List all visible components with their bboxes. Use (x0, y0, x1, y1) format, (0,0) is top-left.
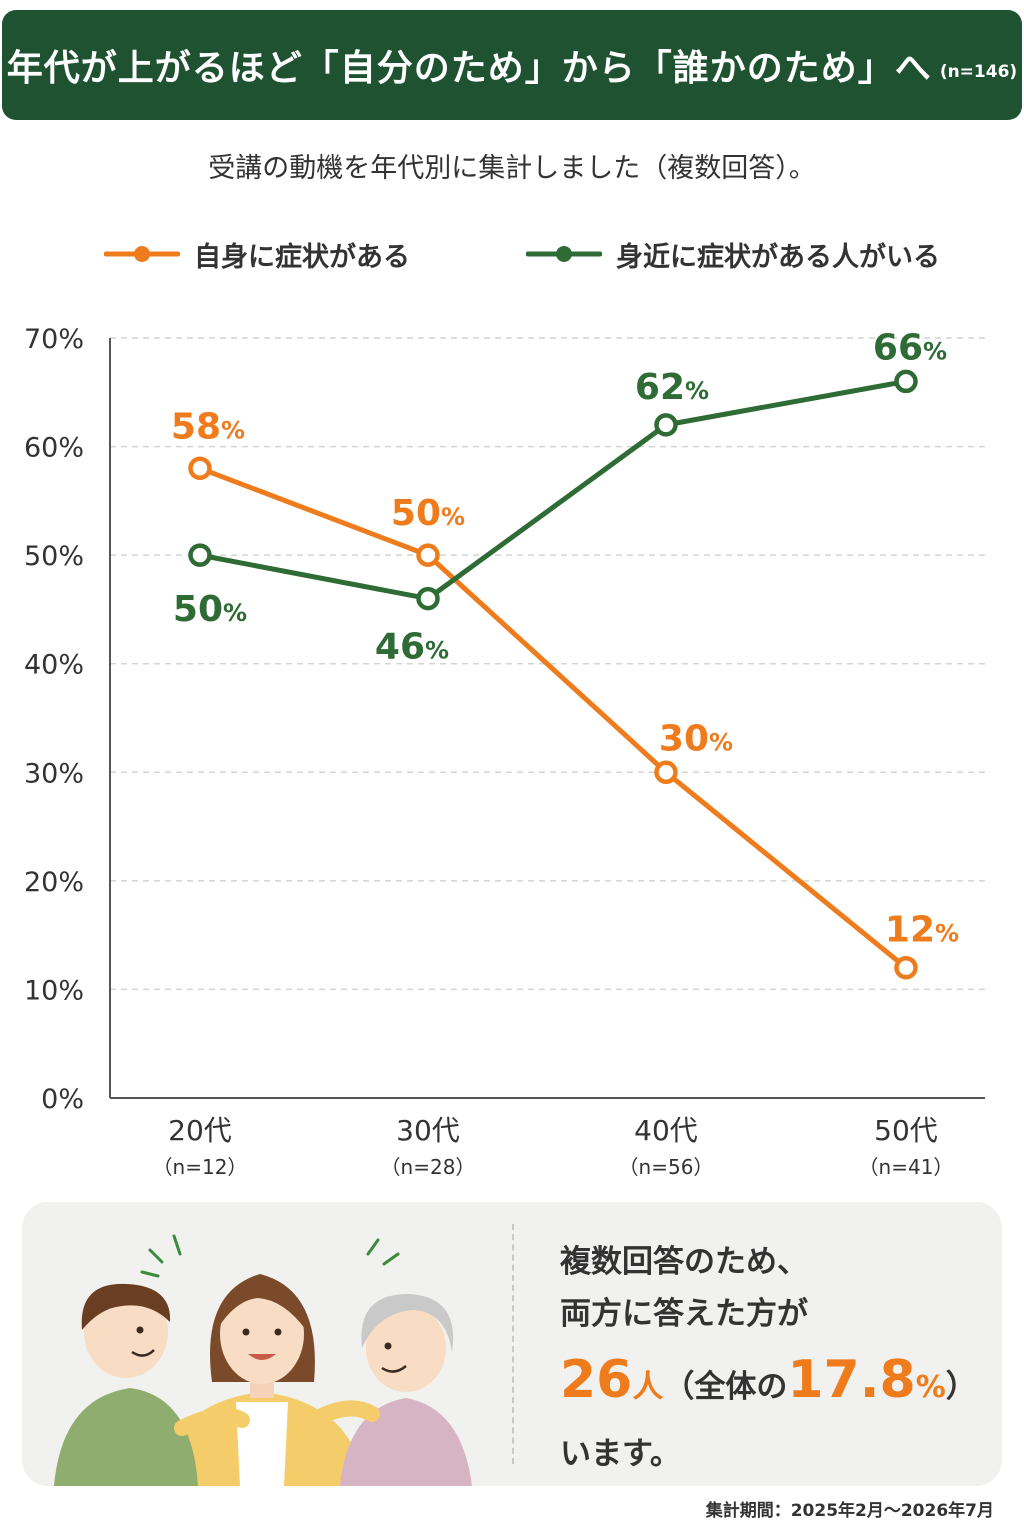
family-illustration (54, 1234, 472, 1486)
boy-figure (54, 1283, 250, 1486)
data-point (188, 543, 212, 567)
x-tick-label: 40代 (634, 1114, 698, 1147)
info-line-4: います。 (560, 1436, 681, 1472)
data-label: 58% (171, 406, 245, 447)
both-percent-unit: % (915, 1370, 946, 1405)
data-label: 62% (635, 367, 709, 408)
both-count-unit: 人 (632, 1369, 664, 1405)
legend-marker-orange (104, 246, 180, 262)
data-point (188, 456, 212, 481)
both-percent: 17.8 (787, 1350, 916, 1410)
x-tick-sublabel: （n=28） (381, 1155, 476, 1179)
data-point (416, 543, 440, 567)
info-line-1: 複数回答のため、 (560, 1244, 808, 1280)
legend-marker-green (526, 246, 602, 262)
chart-subtitle: 受講の動機を年代別に集計しました（複数回答）。 (208, 153, 816, 184)
info-text: 複数回答のため、 両方に答えた方が 26人（全体の17.8%） います。 (560, 1236, 977, 1480)
y-tick-label: 10% (24, 975, 84, 1006)
x-tick-sublabel: （n=41） (859, 1155, 954, 1179)
data-label: 50% (173, 589, 247, 630)
y-tick-label: 0% (41, 1084, 84, 1115)
series-line (199, 465, 908, 970)
paren-open: （全体の (663, 1369, 788, 1405)
y-tick-label: 60% (24, 433, 84, 464)
legend-item-self: 自身に症状がある (104, 230, 410, 278)
both-count: 26 (560, 1350, 633, 1410)
data-point (894, 369, 918, 394)
x-tick-label: 20代 (168, 1114, 232, 1147)
data-label: 50% (391, 493, 465, 534)
line-chart: 0% 10% 20% 30% 40% 50% 60% 70% 20代 （n=12） 30代 （n=28… (24, 324, 985, 1179)
y-tick-label: 30% (24, 758, 84, 789)
y-tick-label: 50% (24, 541, 84, 572)
survey-period: 集計期間：2025年2月～2026年7月 (705, 1501, 994, 1521)
sample-size: (n=146) (939, 62, 1018, 82)
data-point (894, 955, 918, 980)
page-title: 年代が上がるほど「自分のため」から「誰かのため」へ (6, 48, 932, 89)
y-tick-label: 20% (24, 867, 84, 898)
info-line-2: 両方に答えた方が (560, 1296, 808, 1332)
x-tick-sublabel: （n=56） (619, 1155, 714, 1179)
y-tick-label: 40% (24, 650, 84, 681)
info-box: 複数回答のため、 両方に答えた方が 26人（全体の17.8%） います。 (22, 1202, 1002, 1486)
legend-item-nearby: 身近に症状がある人がいる (526, 230, 940, 278)
legend-label-self: 自身に症状がある (194, 241, 410, 273)
data-label: 12% (885, 910, 959, 951)
data-point (654, 413, 678, 437)
series-line (199, 378, 907, 602)
grandmother-figure (314, 1294, 472, 1486)
data-label: 66% (873, 327, 947, 368)
x-tick-label: 30代 (396, 1114, 460, 1147)
paren-close: ） (945, 1369, 977, 1405)
data-label: 46% (375, 627, 449, 668)
x-tick-sublabel: （n=12） (153, 1155, 248, 1179)
cheer-marks-right (366, 1238, 400, 1266)
data-label: 30% (659, 718, 733, 759)
y-tick-label: 70% (24, 324, 84, 355)
info-divider (512, 1224, 514, 1464)
data-point (654, 760, 678, 785)
data-point (416, 586, 440, 611)
x-tick-label: 50代 (874, 1114, 938, 1147)
title-banner: 年代が上がるほど「自分のため」から「誰かのため」へ (n=146) (2, 10, 1022, 120)
cheer-marks-left (140, 1234, 182, 1278)
legend-label-nearby: 身近に症状がある人がいる (616, 241, 940, 273)
